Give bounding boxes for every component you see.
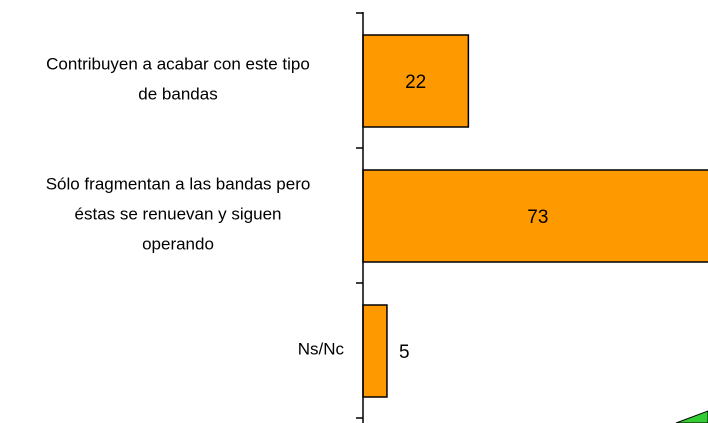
category-label-line: Contribuyen a acabar con este tipo bbox=[46, 55, 310, 74]
data-label: 5 bbox=[399, 342, 410, 363]
category-label-line: éstas se renuevan y siguen bbox=[75, 205, 282, 224]
green-decorative-shape bbox=[675, 410, 708, 423]
bar bbox=[362, 304, 388, 398]
category-axis bbox=[356, 12, 364, 423]
category-label: Contribuyen a acabar con este tipo de ban… bbox=[46, 55, 310, 104]
category-label-line: de bandas bbox=[138, 85, 217, 104]
category-label-line: operando bbox=[142, 235, 214, 254]
category-label: Ns/Nc bbox=[298, 340, 345, 359]
bar bbox=[362, 169, 708, 263]
category-label-line: Ns/Nc bbox=[298, 340, 345, 359]
bar bbox=[362, 34, 470, 128]
category-label-line: Sólo fragmentan a las bandas pero bbox=[46, 175, 311, 194]
labels-layer: 22 Contribuyen a acabar con este tipo de b… bbox=[46, 55, 549, 364]
bars-layer bbox=[362, 34, 708, 398]
category-label: Sólo fragmentan a las bandas pero éstas s… bbox=[46, 175, 311, 254]
data-label: 73 bbox=[527, 207, 548, 228]
data-label: 22 bbox=[405, 72, 426, 93]
